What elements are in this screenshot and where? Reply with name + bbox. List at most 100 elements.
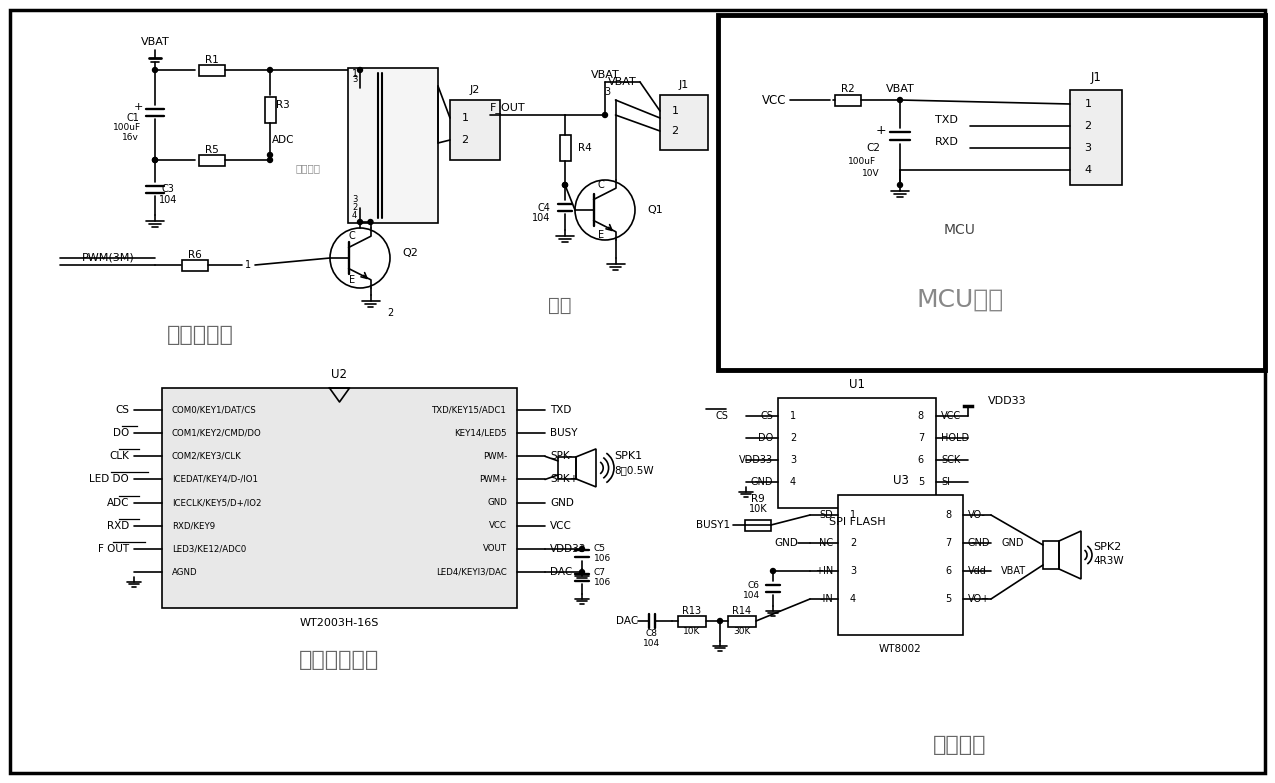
Text: VCC: VCC [550, 521, 572, 531]
Text: 4: 4 [850, 594, 856, 604]
Text: 2: 2 [790, 433, 797, 443]
Circle shape [153, 157, 158, 163]
Text: DAC: DAC [550, 567, 572, 577]
Text: 106: 106 [594, 554, 611, 564]
Text: SPK+: SPK+ [550, 474, 579, 485]
Circle shape [357, 67, 362, 73]
Bar [1070, 90, 1122, 185]
Text: ADC: ADC [107, 498, 129, 507]
Text: WT8002: WT8002 [880, 644, 922, 654]
Text: 104: 104 [159, 195, 177, 205]
Text: PWM(3M): PWM(3M) [82, 252, 134, 262]
Text: VO-: VO- [968, 510, 986, 520]
Bar [162, 388, 516, 608]
Text: RXD: RXD [107, 521, 129, 531]
Text: 8欧0.5W: 8欧0.5W [615, 465, 654, 475]
Text: 2: 2 [386, 308, 393, 318]
Circle shape [268, 157, 273, 163]
Text: SPK1: SPK1 [615, 451, 643, 461]
Text: C5: C5 [594, 544, 606, 554]
Text: R6: R6 [189, 250, 201, 260]
Text: 2: 2 [1085, 121, 1091, 131]
Text: R2: R2 [842, 84, 854, 94]
Text: 3: 3 [790, 455, 796, 465]
Text: 无水检测: 无水检测 [295, 163, 320, 173]
Text: 104: 104 [743, 590, 760, 600]
Circle shape [357, 219, 362, 225]
Text: C8: C8 [646, 630, 658, 638]
Bar [199, 154, 224, 165]
Text: J2: J2 [469, 85, 481, 95]
Text: 104: 104 [644, 638, 660, 648]
Text: BUSY: BUSY [550, 428, 578, 438]
Text: 100uF: 100uF [848, 157, 876, 165]
Text: 2: 2 [352, 204, 357, 212]
Text: LED DO: LED DO [89, 474, 129, 485]
Text: MCU: MCU [944, 223, 975, 237]
Bar [778, 398, 936, 508]
Text: TXD: TXD [550, 405, 571, 415]
Text: 雾化语音芯片: 雾化语音芯片 [300, 650, 380, 670]
Bar [728, 615, 756, 626]
Circle shape [368, 219, 374, 225]
Text: 3: 3 [1085, 143, 1091, 153]
Text: COM0/KEY1/DAT/CS: COM0/KEY1/DAT/CS [172, 406, 256, 414]
Text: C4: C4 [537, 203, 550, 213]
Text: GND: GND [774, 538, 798, 548]
Text: 7: 7 [945, 538, 951, 548]
Text: C1: C1 [126, 113, 139, 123]
Text: 3: 3 [850, 566, 856, 576]
Text: Vdd: Vdd [968, 566, 987, 576]
Text: 1: 1 [850, 510, 856, 520]
Circle shape [153, 157, 158, 163]
Text: ICECLK/KEY5/D+/IO2: ICECLK/KEY5/D+/IO2 [172, 498, 261, 507]
Text: VBAT: VBAT [1001, 566, 1026, 576]
Text: VBAT: VBAT [608, 77, 636, 87]
Text: SCK: SCK [941, 455, 960, 465]
Bar [264, 97, 275, 123]
Text: C3: C3 [162, 184, 175, 194]
Text: F OUT: F OUT [98, 544, 129, 554]
Text: ADC: ADC [272, 135, 295, 145]
Text: VDD33: VDD33 [550, 544, 586, 554]
Text: 超声波雾化: 超声波雾化 [167, 325, 233, 345]
Text: MCU接口: MCU接口 [917, 288, 1003, 312]
Text: J1: J1 [678, 80, 689, 90]
Text: 风扇: 风扇 [548, 295, 571, 315]
Text: VBAT: VBAT [140, 37, 170, 47]
Text: KEY14/LED5: KEY14/LED5 [454, 428, 507, 438]
Text: GND: GND [487, 498, 507, 507]
Text: CS: CS [760, 411, 773, 421]
Text: VCC: VCC [941, 411, 961, 421]
Text: 16v: 16v [121, 133, 139, 143]
Text: LED4/KEYI3/DAC: LED4/KEYI3/DAC [436, 568, 507, 576]
Text: 3: 3 [352, 196, 357, 204]
Text: U1: U1 [849, 377, 864, 391]
Text: SPK2: SPK2 [1093, 542, 1121, 552]
Text: 1: 1 [1085, 99, 1091, 109]
Text: 1: 1 [352, 69, 358, 79]
Bar [560, 135, 570, 161]
Bar [838, 495, 963, 635]
Text: 100uF: 100uF [113, 124, 142, 132]
Text: Q1: Q1 [646, 205, 663, 215]
Text: RXD/KEY9: RXD/KEY9 [172, 521, 215, 530]
Circle shape [770, 568, 775, 573]
Bar [199, 64, 224, 75]
Text: C: C [598, 180, 604, 190]
Text: E: E [598, 230, 604, 240]
Text: SPI FLASH: SPI FLASH [829, 517, 885, 527]
Text: VCC: VCC [762, 93, 787, 106]
Bar [450, 100, 500, 160]
Bar [745, 519, 771, 531]
Text: J1: J1 [1090, 71, 1102, 85]
Text: BUSY1: BUSY1 [696, 520, 731, 530]
Text: GND: GND [968, 538, 991, 548]
Text: TXD/KEY15/ADC1: TXD/KEY15/ADC1 [432, 406, 507, 414]
Text: SD: SD [820, 510, 833, 520]
Circle shape [580, 547, 584, 551]
Text: VOUT: VOUT [483, 544, 507, 554]
Text: R4: R4 [578, 143, 592, 153]
Text: R1: R1 [205, 55, 219, 65]
Text: 1: 1 [790, 411, 796, 421]
